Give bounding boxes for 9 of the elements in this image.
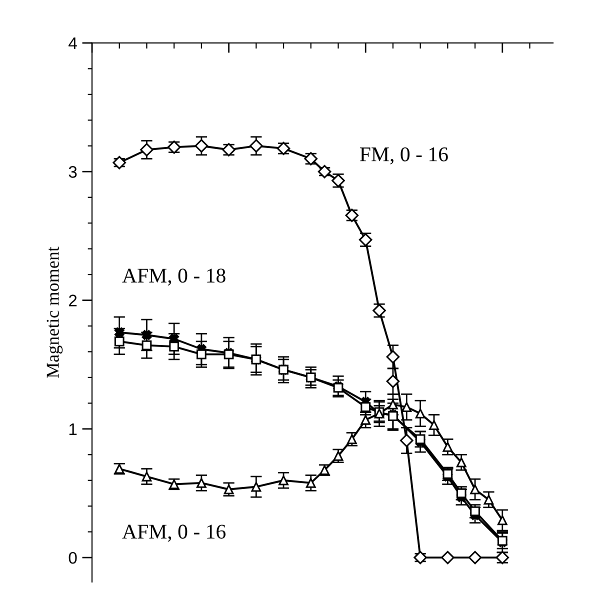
y-tick-label: 4 xyxy=(68,38,77,50)
annotation: AFM, 0 - 18 xyxy=(122,268,226,286)
y-tick-label: 3 xyxy=(68,166,77,178)
annotation: FM, 0 - 16 xyxy=(360,147,448,164)
annotation: AFM, 0 - 16 xyxy=(122,524,226,542)
y-tick-label: 0 xyxy=(68,552,77,564)
y-tick-label: 2 xyxy=(69,294,77,306)
y-tick-label: 1 xyxy=(69,423,77,435)
y-axis-title: Magnetic moment xyxy=(46,246,63,378)
